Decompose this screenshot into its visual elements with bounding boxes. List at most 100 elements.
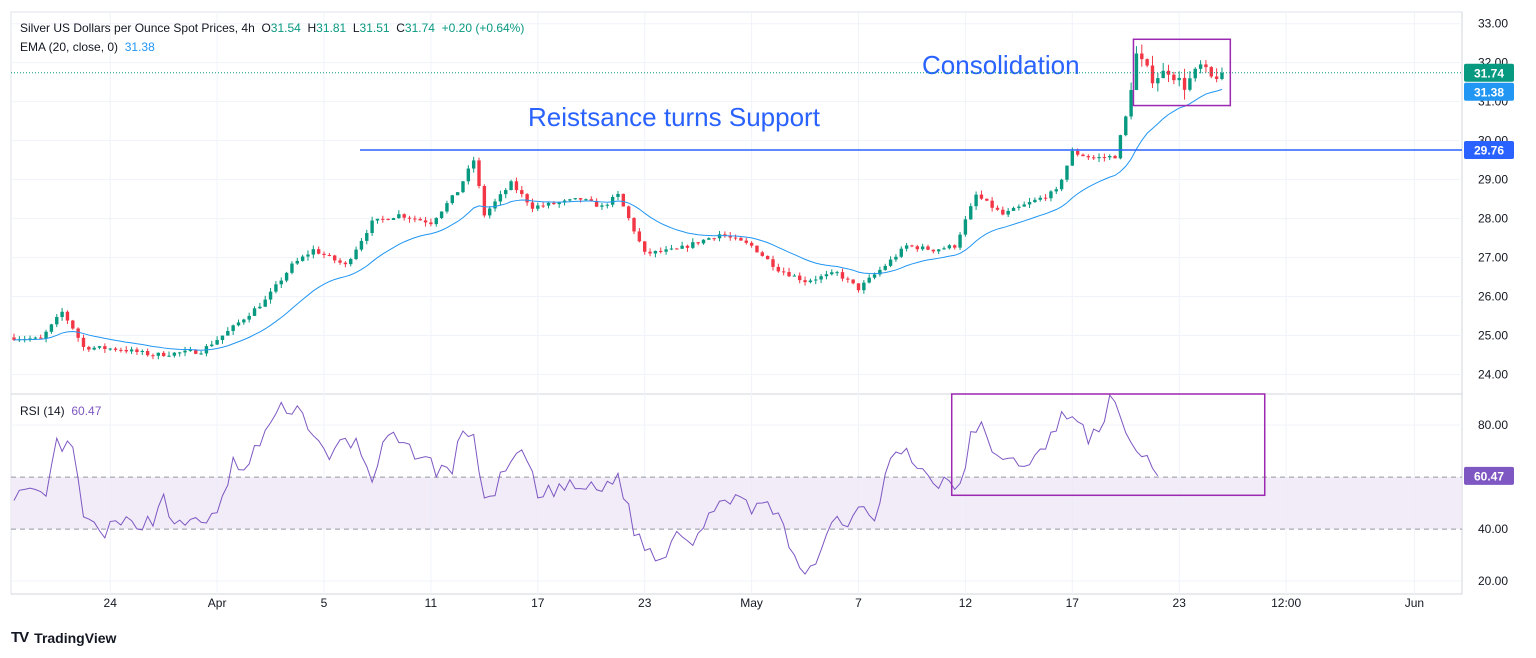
rsi-band-fill (11, 477, 1462, 530)
candle-body (808, 280, 813, 283)
tradingview-logo-icon: TV (11, 629, 29, 646)
x-tick-label: 23 (1173, 596, 1187, 610)
price-tick-label: 33.00 (1478, 17, 1508, 31)
candle-body (423, 220, 428, 223)
candle-body (771, 259, 775, 267)
candle-body (605, 204, 609, 206)
candle-body (680, 245, 684, 249)
candle-body (274, 284, 278, 292)
candle-body (119, 349, 123, 351)
tradingview-brand[interactable]: TV TradingView (11, 629, 116, 646)
x-tick-label: 11 (425, 596, 438, 610)
candle-body (1113, 156, 1117, 159)
candle-body (108, 348, 112, 350)
candle-body (969, 206, 973, 220)
candle-body (252, 308, 257, 316)
support-badge (1464, 140, 1514, 159)
candle-body (49, 324, 54, 332)
candle-body (552, 202, 556, 205)
candle-body (247, 315, 251, 320)
candle-body (568, 199, 572, 201)
candle-body (936, 249, 941, 252)
candle-body (140, 351, 144, 353)
x-tick-label: 7 (855, 596, 862, 610)
last-price-badge (1464, 63, 1514, 82)
price-legend: Silver US Dollars per Ounce Spot Prices,… (20, 21, 525, 35)
candle-body (322, 253, 326, 255)
candle-body (1081, 154, 1085, 157)
candle-body (161, 352, 166, 357)
candle-body (830, 272, 834, 275)
candle-body (1182, 77, 1187, 90)
candle-body (466, 168, 471, 182)
candle-body (81, 337, 86, 347)
candle-body (97, 346, 102, 348)
candle-body (188, 350, 193, 352)
price-tick-label: 25.00 (1478, 329, 1508, 343)
candle-body (942, 248, 946, 250)
candle-body (284, 272, 289, 281)
candle-body (1011, 207, 1016, 211)
candle-body (306, 254, 310, 257)
candle-body (765, 255, 770, 260)
candle-body (594, 200, 599, 207)
candle-body (71, 320, 75, 329)
x-tick-label: 12 (959, 596, 973, 610)
candle-body (391, 218, 396, 220)
change-value: +0.20 (+0.64%) (441, 21, 525, 35)
candle-body (418, 218, 422, 221)
candle-body (194, 350, 198, 354)
candle-body (1188, 78, 1192, 90)
candle-body (600, 205, 604, 207)
candle-body (846, 278, 850, 280)
candle-body (573, 198, 577, 200)
candle-body (242, 319, 246, 323)
candle-body (268, 291, 273, 300)
candle-body (685, 245, 690, 248)
candle-body (359, 240, 364, 250)
candle-body (1070, 151, 1075, 166)
axes: 24 Apr 5 11 17 23 May 7 12 17 23 12:00 Jun33.0032.00… (104, 17, 1514, 610)
candle-body (947, 245, 952, 249)
candle-body (375, 218, 380, 221)
candle-body (498, 194, 503, 202)
candle-body (338, 260, 342, 263)
price-tick-label: 24.00 (1478, 368, 1508, 382)
candle-body (958, 234, 962, 248)
candle-body (279, 280, 283, 285)
rsi-highlight-box (950, 393, 1266, 497)
candle-body (482, 186, 487, 216)
candle-body (33, 337, 38, 339)
candle-body (915, 246, 920, 250)
candle-body (985, 198, 989, 201)
candle-body (343, 262, 348, 265)
rsi-tick-label: 80.00 (1478, 418, 1508, 432)
candle-body (60, 311, 64, 317)
candle-body (92, 347, 96, 350)
candle-body (370, 220, 374, 234)
candle-body (862, 282, 866, 291)
candle-body (525, 194, 529, 203)
rsi-band (11, 476, 1462, 530)
rsi-tick-label: 20.00 (1478, 574, 1508, 588)
candle-body (675, 248, 679, 250)
candle-body (1038, 197, 1042, 200)
candle-body (1134, 53, 1139, 90)
candle-body (1102, 157, 1107, 159)
rsi-legend: RSI (14) 60.47 (20, 404, 101, 418)
ema-legend: EMA (20, close, 0) 31.38 (20, 40, 155, 54)
low-value: 31.51 (359, 21, 390, 35)
candle-body (653, 250, 658, 254)
candle-body (263, 299, 267, 307)
candle-body (236, 322, 241, 326)
candle-body (333, 255, 337, 261)
candle-body (781, 271, 786, 273)
candle-body (707, 238, 711, 240)
x-tick-label: 23 (638, 596, 652, 610)
candle-body (910, 245, 914, 247)
candle-body (300, 256, 305, 261)
candle-body (407, 217, 412, 219)
candle-body (65, 311, 70, 321)
candle-body (488, 208, 492, 216)
